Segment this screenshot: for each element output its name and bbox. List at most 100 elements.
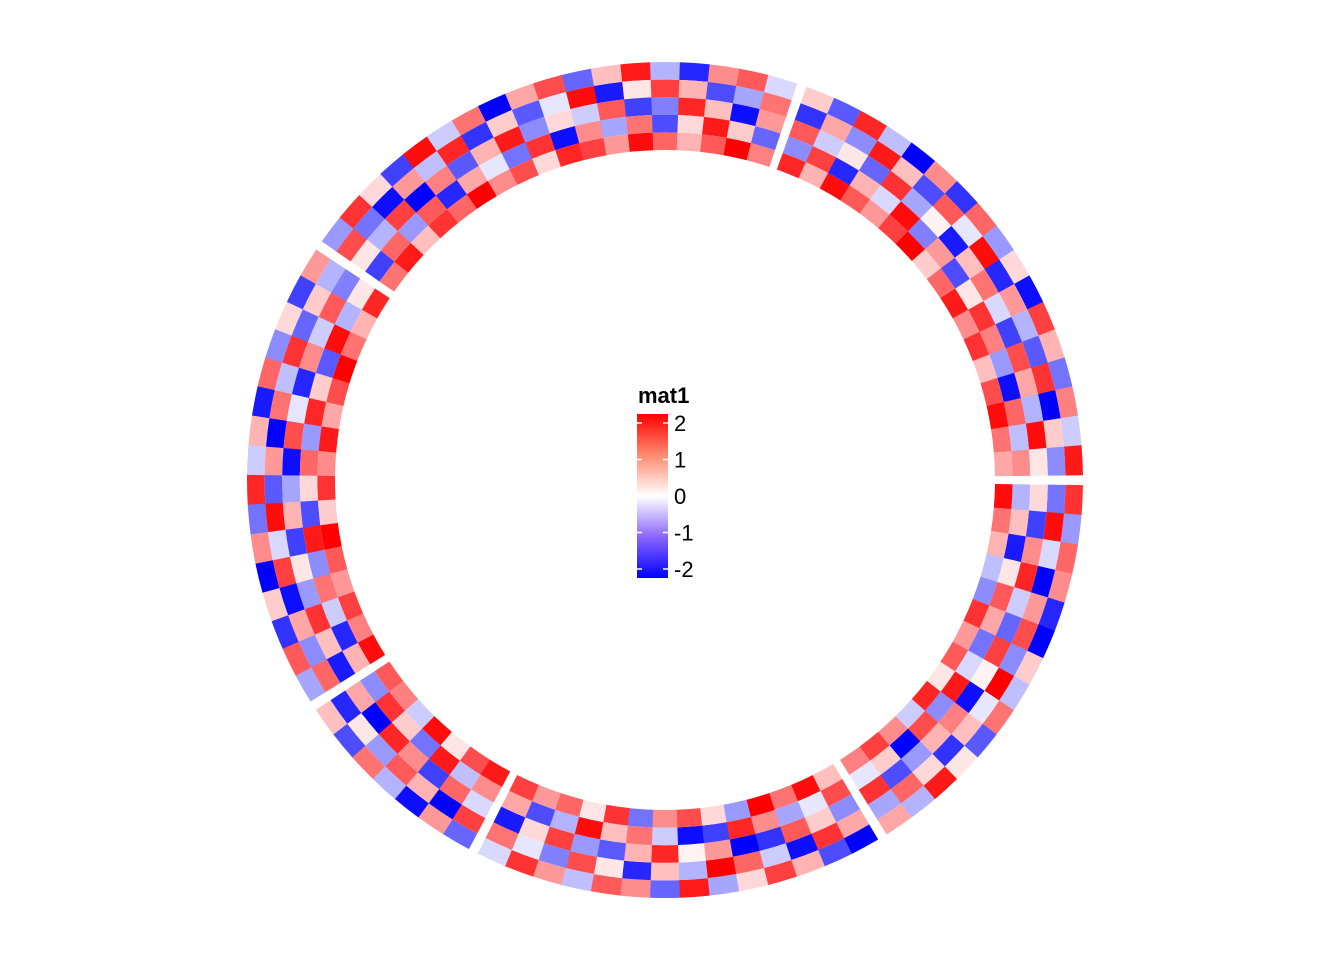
heatmap-cell	[504, 849, 539, 877]
heatmap-cell	[332, 354, 358, 384]
heatmap-cell	[652, 809, 678, 828]
heatmap-cell	[677, 825, 705, 845]
heatmap-cell	[286, 275, 317, 310]
heatmap-cell	[404, 698, 435, 729]
heatmap-cell	[979, 605, 1006, 636]
heatmap-cell	[1060, 415, 1082, 447]
heatmap-cell	[283, 420, 305, 450]
heatmap-cell	[326, 377, 350, 406]
heatmap-cell	[954, 681, 985, 714]
heatmap-cell	[296, 578, 322, 610]
heatmap-cell	[800, 86, 835, 115]
heatmap-cell	[678, 97, 707, 117]
heatmap-cell	[650, 62, 681, 80]
heatmap-cell	[501, 790, 533, 818]
heatmap-cell	[704, 99, 734, 121]
heatmap-cell	[732, 85, 765, 110]
heatmap-cell	[359, 671, 390, 703]
heatmap-cell	[402, 136, 438, 169]
color-legend: mat1 2 1 0 -1 -2	[637, 383, 694, 582]
heatmap-cell	[650, 79, 680, 98]
heatmap-cell	[750, 809, 781, 834]
heatmap-cell	[566, 85, 598, 110]
legend-ticks: 2 1 0 -1 -2	[637, 411, 694, 582]
heatmap-cell	[785, 833, 819, 861]
heatmap-cell	[459, 746, 490, 775]
heatmap-cell	[963, 331, 990, 362]
heatmap-cell	[651, 97, 679, 116]
heatmap-cell	[820, 779, 852, 807]
heatmap-cell	[997, 557, 1021, 588]
heatmap-cell	[678, 878, 710, 898]
heatmap-cell	[600, 116, 629, 138]
heatmap-sector-2	[477, 763, 879, 898]
heatmap-cell	[890, 156, 924, 189]
heatmap-cell	[391, 710, 423, 742]
heatmap-cell	[333, 723, 366, 758]
heatmap-cell	[625, 825, 653, 845]
heatmap-cell	[428, 209, 459, 239]
heatmap-cell	[703, 839, 733, 861]
heatmap-cell	[324, 545, 348, 574]
heatmap-cell	[421, 715, 452, 746]
heatmap-cell	[509, 775, 539, 802]
heatmap-cell	[1020, 394, 1044, 424]
heatmap-sector-5	[321, 62, 798, 292]
heatmap-cell	[315, 347, 341, 379]
heatmap-cell	[480, 759, 511, 787]
heatmap-cell	[980, 554, 1004, 583]
heatmap-cell	[250, 531, 273, 564]
heatmap-cell	[380, 230, 411, 262]
heatmap-cell	[954, 246, 985, 280]
heatmap-cell	[707, 64, 740, 87]
heatmap-cell	[466, 180, 497, 209]
heatmap-cell	[1011, 309, 1039, 343]
heatmap-cell	[926, 661, 956, 692]
legend-tick-label: 1	[674, 448, 686, 473]
heatmap-cell	[282, 641, 312, 676]
heatmap-cell	[288, 608, 315, 642]
heatmap-cell	[532, 150, 562, 176]
heatmap-cell	[525, 133, 556, 159]
heatmap-cell	[979, 324, 1006, 355]
heatmap-cell	[417, 758, 450, 790]
heatmap-cell	[997, 372, 1021, 403]
heatmap-cell	[895, 231, 926, 262]
heatmap-cell	[247, 444, 267, 476]
heatmap-cell	[353, 206, 386, 240]
heatmap-sector-1	[839, 484, 1083, 835]
heatmap-cell	[361, 288, 390, 319]
heatmap-cell	[300, 249, 331, 284]
heatmap-cell	[983, 635, 1012, 668]
heatmap-cell	[1030, 362, 1056, 395]
heatmap-cell	[982, 700, 1014, 735]
heatmap-cell	[321, 597, 348, 628]
heatmap-cell	[980, 378, 1004, 407]
heatmap-cell	[940, 288, 969, 319]
heatmap-cell	[397, 741, 430, 773]
heatmap-cell	[265, 502, 286, 533]
heatmap-cell	[828, 794, 861, 823]
heatmap-cell	[782, 136, 814, 163]
heatmap-cell	[867, 789, 902, 820]
heatmap-cell	[350, 239, 381, 272]
heatmap-cell	[285, 527, 308, 557]
heatmap-cell	[982, 225, 1015, 260]
heatmap-cell	[300, 500, 321, 528]
heatmap-cell	[1027, 624, 1055, 659]
heatmap-cell	[1014, 275, 1044, 310]
heatmap-cell	[299, 341, 325, 373]
heatmap-cell	[763, 74, 798, 101]
heatmap-cell	[301, 423, 322, 451]
heatmap-cell	[952, 620, 980, 651]
heatmap-cell	[485, 109, 519, 138]
heatmap-cell	[372, 766, 407, 800]
heatmap-cell	[999, 249, 1030, 285]
heatmap-cell	[451, 106, 487, 136]
heatmap-cell	[304, 603, 331, 635]
heatmap-cell	[1043, 511, 1064, 543]
heatmap-cell	[763, 859, 797, 886]
heatmap-cell	[877, 716, 908, 746]
heatmap-cell	[282, 501, 303, 530]
heatmap-cell	[578, 799, 607, 823]
